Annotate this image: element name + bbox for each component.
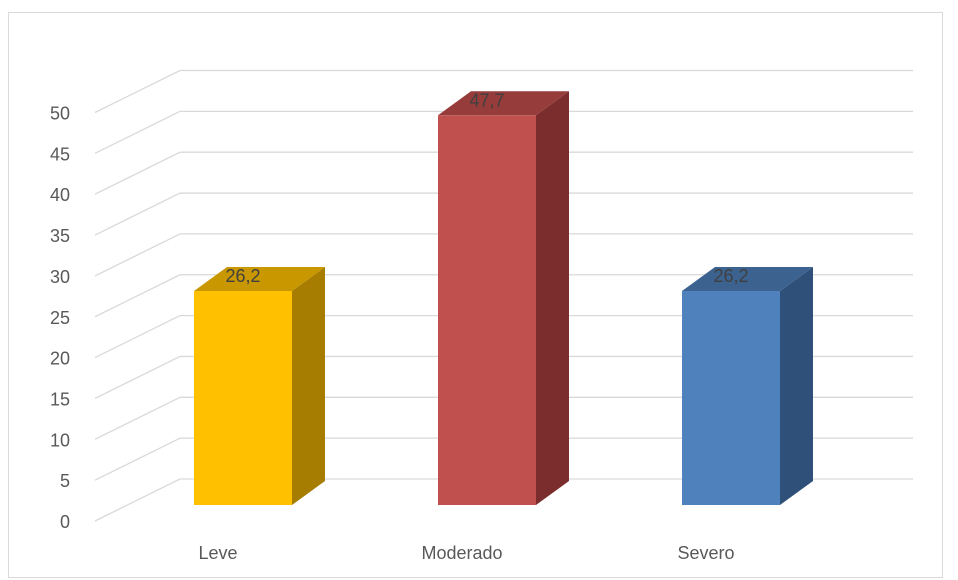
bar-top xyxy=(682,266,813,291)
y-tick-label: 45 xyxy=(50,144,70,164)
y-tick-label: 25 xyxy=(50,308,70,328)
y-axis-ticks: 0 5 10 15 20 25 30 35 40 45 50 xyxy=(50,104,70,533)
x-category-label: Moderado xyxy=(421,543,502,563)
data-label: 26,2 xyxy=(713,266,748,286)
x-category-label: Leve xyxy=(198,543,237,563)
bar-side xyxy=(780,266,813,505)
gridline-depth xyxy=(94,396,181,440)
data-labels: 26,2 47,7 26,2 xyxy=(225,90,748,286)
bar-severo xyxy=(682,290,780,505)
x-axis-categories: Leve Moderado Severo xyxy=(198,543,734,563)
gridline-depth xyxy=(94,192,181,236)
y-tick-label: 35 xyxy=(50,226,70,246)
y-tick-label: 10 xyxy=(50,430,70,450)
gridline-depth xyxy=(94,315,181,359)
gridline-depth xyxy=(94,478,181,522)
y-tick-label: 0 xyxy=(60,512,70,532)
gridline-depth xyxy=(94,69,181,114)
data-label: 26,2 xyxy=(225,266,260,286)
y-tick-label: 15 xyxy=(50,389,70,409)
x-category-label: Severo xyxy=(677,543,734,563)
y-tick-label: 20 xyxy=(50,349,70,369)
gridline-depth xyxy=(94,233,181,277)
y-tick-label: 50 xyxy=(50,104,70,124)
bar-leve xyxy=(194,290,292,505)
gridline-depth xyxy=(94,437,181,481)
bar-moderado xyxy=(438,115,536,505)
y-tick-label: 40 xyxy=(50,185,70,205)
bars xyxy=(194,91,813,505)
gridline-depth xyxy=(94,274,181,318)
y-tick-label: 30 xyxy=(50,267,70,287)
gridline-depth xyxy=(94,110,181,154)
bar-top xyxy=(438,91,569,116)
bar-side xyxy=(292,266,325,505)
bar-side xyxy=(536,91,569,505)
y-tick-label: 5 xyxy=(60,471,70,491)
gridline-depth xyxy=(94,355,181,400)
bar-top xyxy=(194,266,325,291)
gridline-depth xyxy=(94,151,181,195)
data-label: 47,7 xyxy=(469,90,504,110)
